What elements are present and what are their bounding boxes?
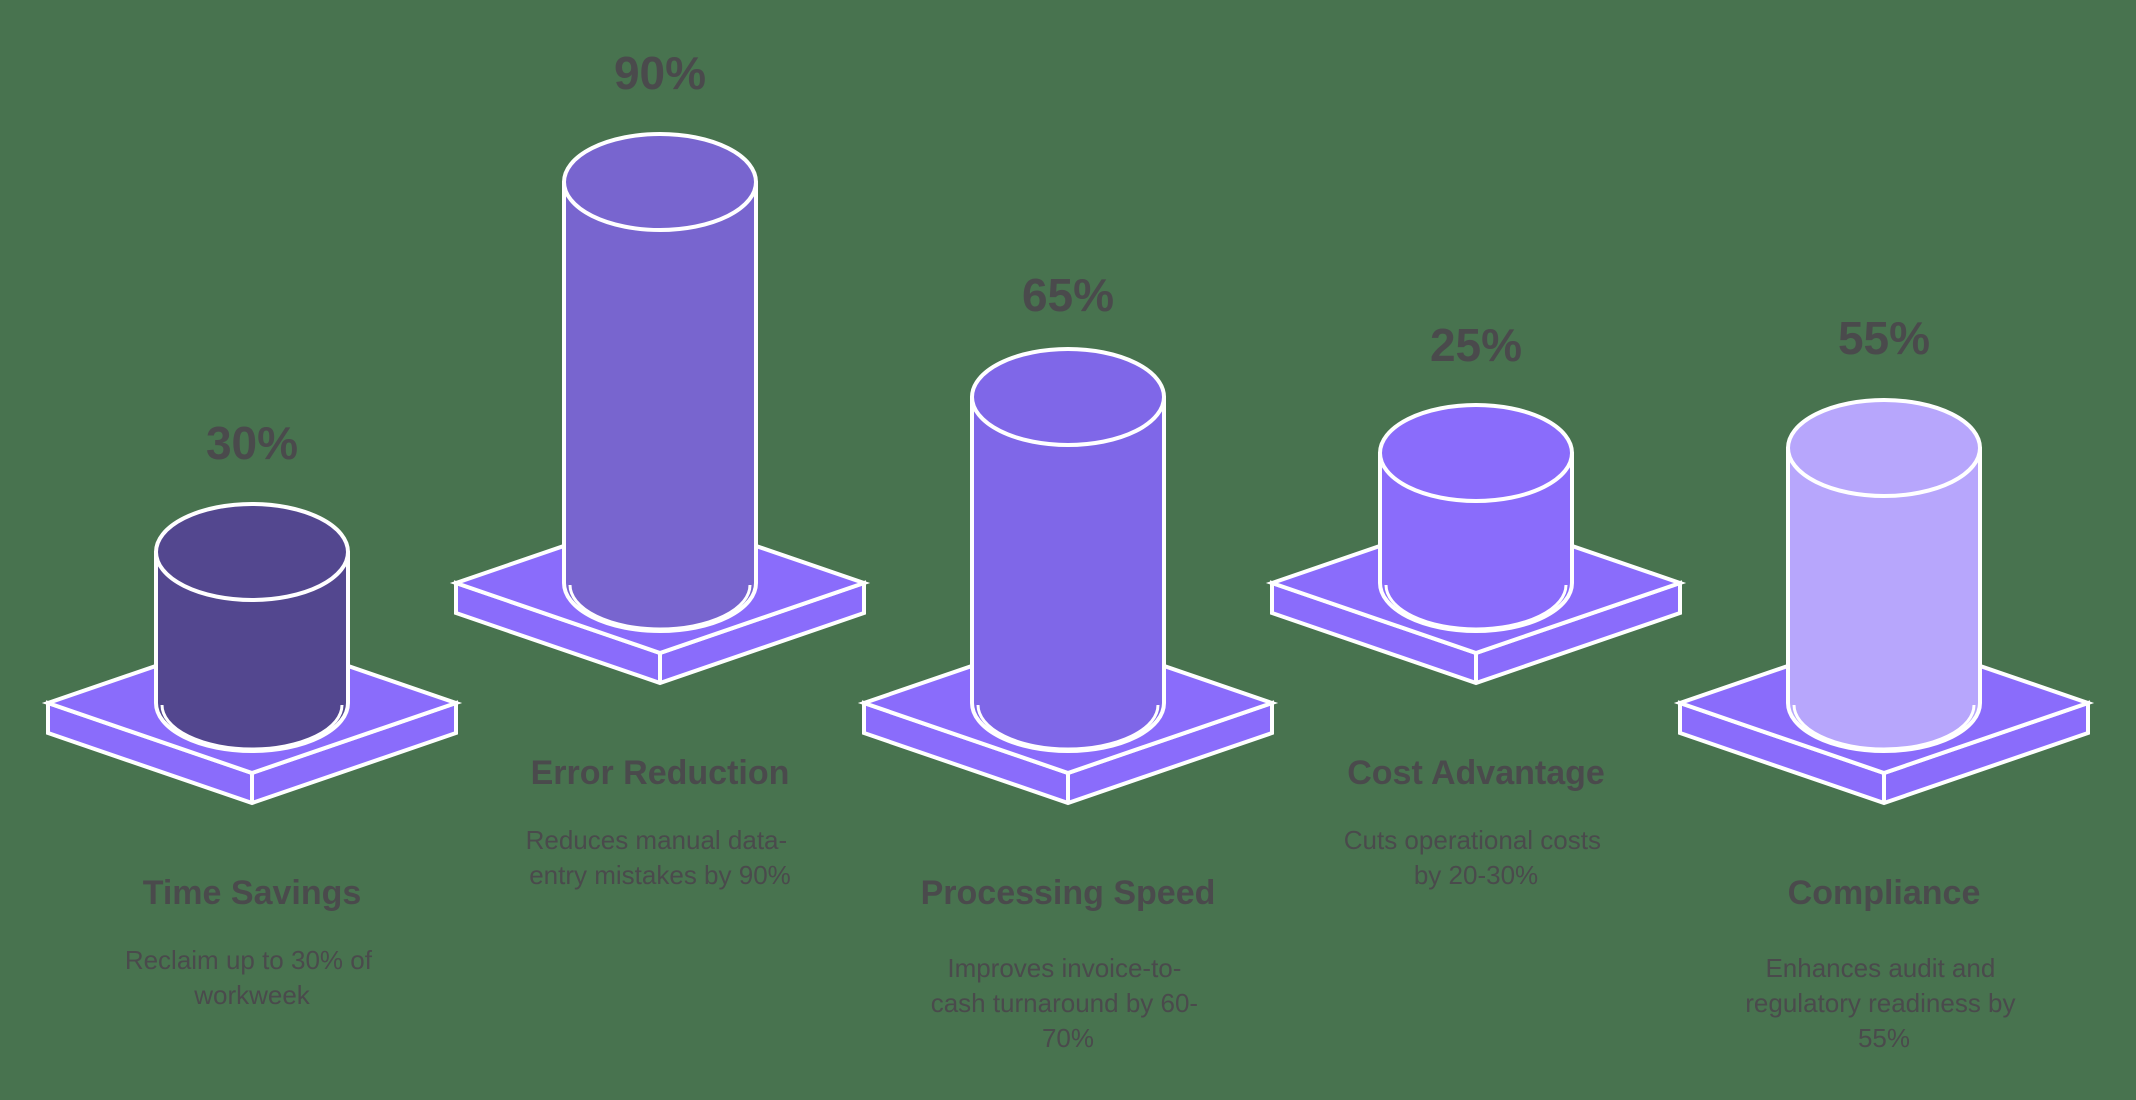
description-line: Reduces manual data- (526, 825, 788, 855)
value-label: 30% (206, 417, 298, 469)
description-line: Enhances audit and (1765, 953, 1995, 983)
cylinder-bottom-rim (976, 704, 1160, 751)
cylinder-bottom-rim (160, 704, 344, 751)
description-line: cash turnaround by 60- (931, 988, 1198, 1018)
column-title: Processing Speed (921, 874, 1216, 912)
cylinder-top (1378, 403, 1574, 503)
value-label: 90% (614, 47, 706, 99)
column-description: Reclaim up to 30% of workweek (125, 945, 379, 1010)
value-label: 25% (1430, 319, 1522, 371)
description-line: Reclaim up to 30% of (125, 945, 373, 975)
cylinder-body (154, 550, 350, 753)
column-title: Compliance (1788, 874, 1981, 912)
cylinder-bar (1786, 398, 1982, 753)
value-label: 65% (1022, 269, 1114, 321)
column-description: Improves invoice-to- cash turnaround by … (931, 953, 1206, 1053)
cylinder-body (562, 180, 758, 633)
cylinder-bottom-rim (1792, 704, 1976, 751)
cylinder-bottom-rim (568, 584, 752, 631)
cylinder-bar (970, 347, 1166, 753)
column-processing-speed: 65% Processing Speed Improves invoice-to… (857, 269, 1279, 1053)
value-label: 55% (1838, 312, 1930, 364)
description-line: Cuts operational costs (1344, 825, 1601, 855)
cylinder-top (970, 347, 1166, 447)
cylinder-body (970, 395, 1166, 753)
cylinder-top (562, 132, 758, 232)
description-line: workweek (193, 980, 311, 1010)
column-cost-advantage: 25% Cost Advantage Cuts operational cost… (1265, 319, 1687, 890)
column-time-savings: 30% Time Savings Reclaim up to 30% of wo… (41, 417, 463, 1010)
column-title: Cost Advantage (1347, 754, 1605, 792)
column-description: Enhances audit and regulatory readiness … (1745, 953, 2023, 1053)
column-error-reduction: 90% Error Reduction Reduces manual data-… (449, 47, 871, 890)
column-description: Reduces manual data- entry mistakes by 9… (526, 825, 795, 890)
cylinder-top (1786, 398, 1982, 498)
cylinder-body (1378, 451, 1574, 633)
description-line: Improves invoice-to- (947, 953, 1181, 983)
cylinder-bottom-rim (1384, 584, 1568, 631)
column-description: Cuts operational costs by 20-30% (1344, 825, 1608, 890)
cylinder-bar (562, 132, 758, 633)
column-title: Time Savings (143, 874, 362, 912)
column-compliance: 55% Compliance Enhances audit and regula… (1673, 312, 2095, 1053)
description-line: 70% (1042, 1023, 1094, 1053)
description-line: 55% (1858, 1023, 1910, 1053)
cylinder-bar (1378, 403, 1574, 633)
cylinder-top (154, 502, 350, 602)
column-title: Error Reduction (531, 754, 790, 792)
cylinder-body (1786, 446, 1982, 753)
description-line: by 20-30% (1414, 860, 1538, 890)
description-line: regulatory readiness by (1745, 988, 2015, 1018)
description-line: entry mistakes by 90% (529, 860, 791, 890)
cylinder-bar (154, 502, 350, 753)
